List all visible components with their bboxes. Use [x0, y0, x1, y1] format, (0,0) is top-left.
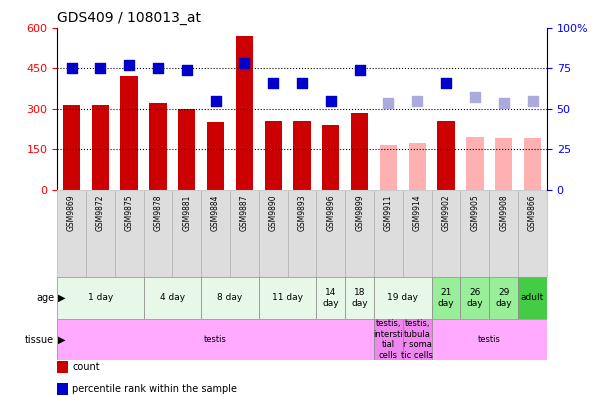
Text: GSM9902: GSM9902 — [442, 194, 451, 231]
Text: GSM9869: GSM9869 — [67, 194, 76, 231]
Text: GSM9878: GSM9878 — [153, 194, 162, 231]
Bar — [178, 109, 195, 190]
Bar — [92, 105, 109, 190]
Text: 1 day: 1 day — [88, 293, 113, 303]
Text: GSM9890: GSM9890 — [269, 194, 278, 231]
Text: GSM9872: GSM9872 — [96, 194, 105, 231]
Bar — [374, 277, 432, 319]
Text: testis,
intersti
tial
cells: testis, intersti tial cells — [374, 320, 403, 360]
Bar — [264, 121, 282, 190]
Point — [528, 97, 537, 104]
Text: GSM9899: GSM9899 — [355, 194, 364, 231]
Point — [269, 80, 278, 86]
Text: ▶: ▶ — [58, 335, 66, 345]
Bar — [120, 76, 138, 190]
Point — [441, 80, 451, 86]
Text: GSM9875: GSM9875 — [124, 194, 133, 231]
Point — [182, 67, 192, 73]
Text: 4 day: 4 day — [160, 293, 185, 303]
Bar — [380, 145, 397, 190]
Bar — [236, 36, 253, 190]
Text: ▶: ▶ — [58, 293, 66, 303]
Bar — [432, 319, 547, 360]
Bar — [293, 121, 311, 190]
Text: GSM9881: GSM9881 — [182, 194, 191, 231]
Text: GSM9914: GSM9914 — [413, 194, 422, 231]
Text: GSM9893: GSM9893 — [297, 194, 307, 231]
Bar — [495, 138, 512, 190]
Text: GSM9884: GSM9884 — [211, 194, 220, 231]
Bar — [57, 319, 374, 360]
Point — [383, 100, 393, 107]
Bar — [524, 138, 541, 190]
Text: 8 day: 8 day — [218, 293, 243, 303]
Bar — [201, 277, 259, 319]
Bar — [403, 319, 432, 360]
Text: count: count — [72, 362, 100, 372]
Point — [297, 80, 307, 86]
Text: percentile rank within the sample: percentile rank within the sample — [72, 384, 237, 394]
Point — [96, 65, 105, 71]
Point — [470, 93, 480, 100]
Text: adult: adult — [521, 293, 544, 303]
Text: GSM9911: GSM9911 — [384, 194, 393, 231]
Text: GDS409 / 108013_at: GDS409 / 108013_at — [57, 11, 201, 25]
Point — [412, 97, 422, 104]
Text: 14
day: 14 day — [323, 288, 339, 308]
Bar — [438, 121, 455, 190]
Text: 26
day: 26 day — [466, 288, 483, 308]
Point — [355, 67, 364, 74]
Bar — [409, 143, 426, 190]
Point — [124, 62, 134, 68]
Text: age: age — [36, 293, 54, 303]
Bar — [207, 122, 224, 190]
Bar — [316, 277, 345, 319]
Bar — [351, 113, 368, 190]
Text: GSM9905: GSM9905 — [471, 194, 480, 231]
Text: 11 day: 11 day — [272, 293, 303, 303]
Bar — [466, 137, 484, 190]
Point — [153, 65, 163, 71]
Text: GSM9887: GSM9887 — [240, 194, 249, 231]
Bar — [322, 125, 340, 190]
Bar — [374, 319, 403, 360]
Bar — [259, 277, 316, 319]
Bar — [63, 105, 80, 190]
Text: testis,
tubula
r soma
tic cells: testis, tubula r soma tic cells — [401, 320, 433, 360]
Bar — [518, 277, 547, 319]
Point — [67, 65, 76, 71]
Bar — [345, 277, 374, 319]
Point — [211, 97, 221, 104]
Point — [499, 100, 508, 107]
Text: GSM9908: GSM9908 — [499, 194, 508, 231]
Point — [326, 97, 335, 104]
Text: 19 day: 19 day — [388, 293, 418, 303]
Text: 29
day: 29 day — [495, 288, 512, 308]
Bar — [144, 277, 201, 319]
Bar — [460, 277, 489, 319]
Bar — [432, 277, 460, 319]
Text: tissue: tissue — [25, 335, 54, 345]
Bar — [489, 277, 518, 319]
Text: GSM9896: GSM9896 — [326, 194, 335, 231]
Text: 18
day: 18 day — [352, 288, 368, 308]
Text: testis: testis — [478, 335, 501, 344]
Text: testis: testis — [204, 335, 227, 344]
Bar — [57, 277, 144, 319]
Point — [240, 60, 249, 67]
Bar — [149, 103, 166, 190]
Text: 21
day: 21 day — [438, 288, 454, 308]
Text: GSM9866: GSM9866 — [528, 194, 537, 231]
